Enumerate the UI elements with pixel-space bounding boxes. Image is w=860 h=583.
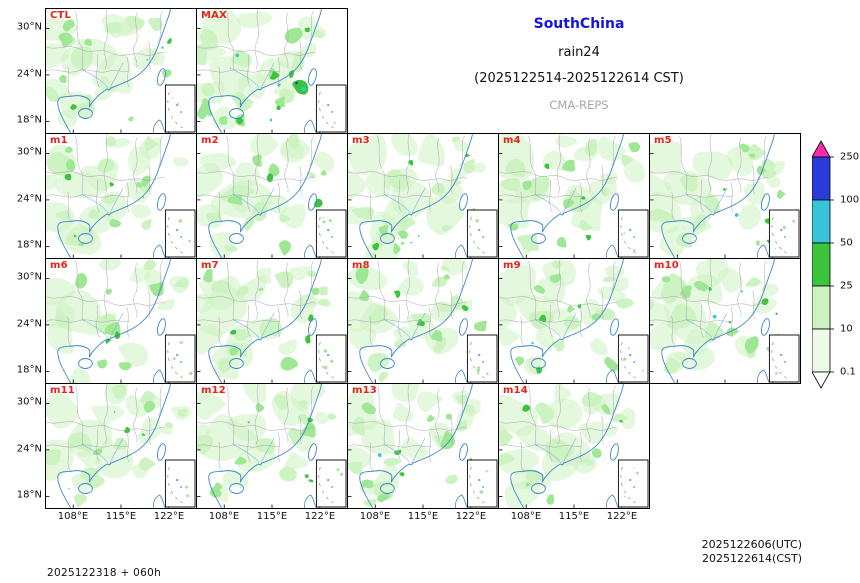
panel-m10: m10 [638, 257, 801, 384]
map-canvas [35, 256, 196, 389]
ytick-label: 24°N [16, 68, 42, 80]
ytick-label: 18°N [16, 239, 42, 251]
panel-label: m4 [503, 135, 521, 146]
ytick-label: 30°N [16, 271, 42, 283]
map-canvas [489, 258, 649, 384]
panel-label: m13 [352, 385, 377, 396]
panel-label: m3 [352, 135, 370, 146]
map-canvas [187, 131, 347, 259]
colorbar-label: 10 [840, 323, 853, 335]
panel-label: m5 [654, 135, 672, 146]
panel-m7: m7 [189, 258, 348, 384]
panel-label: m2 [201, 135, 219, 146]
ytick-label: 24°N [16, 318, 42, 330]
map-canvas [182, 378, 347, 509]
panel-m3: m3 [332, 129, 499, 269]
region-title: SouthChina [533, 16, 625, 32]
panel-label: m9 [503, 260, 521, 271]
map-canvas [186, 5, 347, 134]
figure-header: SouthChina rain24 (2025122514-2025122614… [356, 16, 802, 112]
panel-label: m1 [50, 135, 68, 146]
panel-ctl: CTL [34, 8, 197, 134]
ytick-label: 18°N [16, 114, 42, 126]
colorbar-label: 25 [840, 280, 853, 292]
panel-m2: m2 [187, 131, 348, 259]
valid-period: (2025122514-2025122614 CST) [474, 71, 684, 86]
panel-max: MAX [186, 5, 348, 134]
panel-label: m6 [50, 260, 68, 271]
xtick-label: 115°E [407, 511, 439, 522]
colorbar-label: 0.1 [840, 366, 856, 378]
panel-label: CTL [50, 10, 72, 21]
xtick-label: 115°E [558, 511, 590, 522]
panel-m12: m12 [182, 378, 348, 509]
panel-m5: m5 [633, 133, 801, 259]
panel-m6: m6 [35, 256, 197, 389]
colorbar-label: 250 [840, 151, 860, 163]
panel-label: m7 [201, 260, 219, 271]
model-name: CMA-REPS [549, 98, 609, 112]
colorbar-label: 100 [840, 194, 860, 206]
map-canvas [34, 8, 196, 134]
panel-label: m12 [201, 385, 226, 396]
ytick-label: 24°N [16, 193, 42, 205]
map-canvas [28, 375, 196, 509]
footer-valid-cst: 2025122614(CST) [702, 552, 802, 565]
ytick-label: 30°N [16, 146, 42, 158]
panel-label: m8 [352, 260, 370, 271]
footer-init-line1: 2025122318 + 060h [47, 567, 162, 579]
panel-m11: m11 [28, 375, 197, 509]
panel-m13: m13 [332, 375, 499, 509]
map-canvas [189, 258, 347, 384]
xtick-label: 115°E [256, 511, 288, 522]
xtick-label: 108°E [359, 511, 391, 522]
map-canvas [485, 129, 649, 259]
ytick-label: 18°N [16, 364, 42, 376]
panel-label: m14 [503, 385, 528, 396]
ytick-label: 30°N [16, 21, 42, 33]
panel-m4: m4 [485, 129, 650, 259]
variable-title: rain24 [558, 45, 600, 60]
panel-label: m11 [50, 385, 75, 396]
xtick-label: 122°E [455, 511, 487, 522]
xtick-label: 122°E [304, 511, 336, 522]
xtick-label: 108°E [208, 511, 240, 522]
map-canvas [638, 257, 800, 384]
panel-m1: m1 [30, 133, 197, 259]
footer-valid-utc: 2025122606(UTC) [701, 538, 802, 551]
panel-m14: m14 [478, 382, 650, 512]
map-canvas [633, 133, 800, 259]
panel-m8: m8 [338, 256, 499, 384]
xtick-label: 115°E [105, 511, 137, 522]
panel-label: m10 [654, 260, 679, 271]
map-canvas [338, 256, 498, 384]
panel-m9: m9 [489, 258, 650, 384]
map-canvas [30, 133, 196, 259]
xtick-label: 122°E [153, 511, 185, 522]
panel-label: MAX [201, 10, 228, 21]
colorbar [811, 140, 838, 390]
map-canvas [332, 129, 498, 269]
footer-valid-times: 2025122606(UTC) 2025122614(CST) [702, 538, 802, 566]
ytick-label: 30°N [16, 396, 42, 408]
xtick-label: 108°E [57, 511, 89, 522]
xtick-label: 122°E [606, 511, 638, 522]
map-canvas [478, 382, 649, 512]
ytick-label: 24°N [16, 443, 42, 455]
map-canvas [332, 375, 498, 509]
ytick-label: 18°N [16, 489, 42, 501]
colorbar-label: 50 [840, 237, 853, 249]
footer-init-times: 2025122318 + 060h 2025122402 + 060h [47, 538, 161, 583]
xtick-label: 108°E [510, 511, 542, 522]
